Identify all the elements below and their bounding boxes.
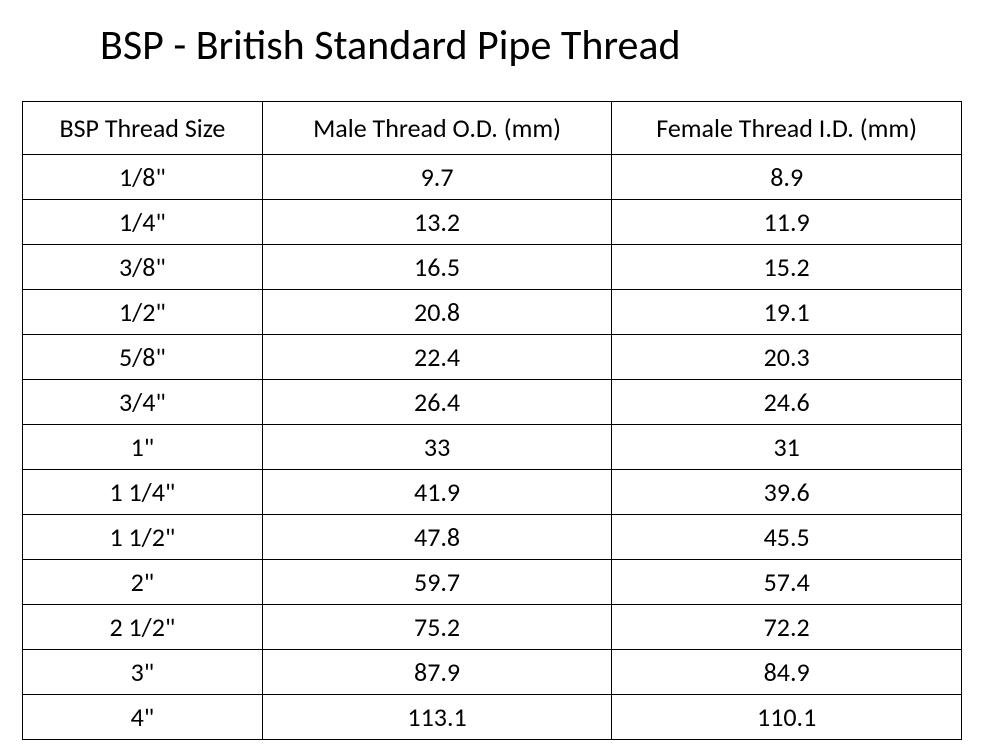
table-row: 2 1/2" 75.2 72.2 <box>23 605 962 650</box>
cell-male-od: 87.9 <box>262 650 612 695</box>
cell-male-od: 59.7 <box>262 560 612 605</box>
cell-female-id: 57.4 <box>612 560 962 605</box>
table-row: 1 1/4" 41.9 39.6 <box>23 470 962 515</box>
cell-male-od: 16.5 <box>262 245 612 290</box>
column-header-female-id: Female Thread I.D. (mm) <box>612 102 962 155</box>
cell-size: 1" <box>23 425 263 470</box>
table-row: 3/4" 26.4 24.6 <box>23 380 962 425</box>
cell-male-od: 33 <box>262 425 612 470</box>
table-row: 1/4" 13.2 11.9 <box>23 200 962 245</box>
table-body: 1/8" 9.7 8.9 1/4" 13.2 11.9 3/8" 16.5 15… <box>23 155 962 740</box>
cell-male-od: 113.1 <box>262 695 612 740</box>
page-title: BSP - British Standard Pipe Thread <box>100 20 964 71</box>
cell-female-id: 19.1 <box>612 290 962 335</box>
cell-female-id: 45.5 <box>612 515 962 560</box>
cell-male-od: 22.4 <box>262 335 612 380</box>
cell-size: 1/8" <box>23 155 263 200</box>
table-header-row: BSP Thread Size Male Thread O.D. (mm) Fe… <box>23 102 962 155</box>
cell-female-id: 24.6 <box>612 380 962 425</box>
table-row: 1/2" 20.8 19.1 <box>23 290 962 335</box>
table-row: 3/8" 16.5 15.2 <box>23 245 962 290</box>
cell-female-id: 72.2 <box>612 605 962 650</box>
bsp-thread-table: BSP Thread Size Male Thread O.D. (mm) Fe… <box>22 101 962 740</box>
cell-male-od: 47.8 <box>262 515 612 560</box>
table-row: 1/8" 9.7 8.9 <box>23 155 962 200</box>
column-header-male-od: Male Thread O.D. (mm) <box>262 102 612 155</box>
cell-female-id: 84.9 <box>612 650 962 695</box>
cell-size: 1/2" <box>23 290 263 335</box>
cell-female-id: 8.9 <box>612 155 962 200</box>
cell-size: 5/8" <box>23 335 263 380</box>
cell-size: 1 1/4" <box>23 470 263 515</box>
cell-male-od: 75.2 <box>262 605 612 650</box>
cell-female-id: 31 <box>612 425 962 470</box>
table-row: 2" 59.7 57.4 <box>23 560 962 605</box>
cell-female-id: 15.2 <box>612 245 962 290</box>
cell-size: 4" <box>23 695 263 740</box>
cell-female-id: 11.9 <box>612 200 962 245</box>
cell-size: 3" <box>23 650 263 695</box>
cell-size: 3/8" <box>23 245 263 290</box>
cell-male-od: 9.7 <box>262 155 612 200</box>
cell-male-od: 13.2 <box>262 200 612 245</box>
cell-size: 2 1/2" <box>23 605 263 650</box>
cell-female-id: 110.1 <box>612 695 962 740</box>
cell-size: 2" <box>23 560 263 605</box>
cell-male-od: 26.4 <box>262 380 612 425</box>
page-container: BSP - British Standard Pipe Thread BSP T… <box>0 0 984 750</box>
cell-size: 1/4" <box>23 200 263 245</box>
table-row: 1 1/2" 47.8 45.5 <box>23 515 962 560</box>
cell-female-id: 39.6 <box>612 470 962 515</box>
cell-size: 1 1/2" <box>23 515 263 560</box>
table-row: 4" 113.1 110.1 <box>23 695 962 740</box>
cell-male-od: 41.9 <box>262 470 612 515</box>
cell-male-od: 20.8 <box>262 290 612 335</box>
table-row: 5/8" 22.4 20.3 <box>23 335 962 380</box>
column-header-size: BSP Thread Size <box>23 102 263 155</box>
table-row: 3" 87.9 84.9 <box>23 650 962 695</box>
cell-size: 3/4" <box>23 380 263 425</box>
table-row: 1" 33 31 <box>23 425 962 470</box>
cell-female-id: 20.3 <box>612 335 962 380</box>
